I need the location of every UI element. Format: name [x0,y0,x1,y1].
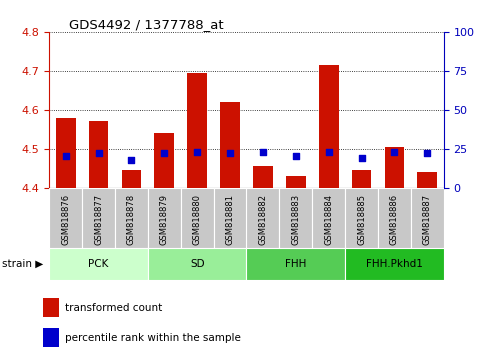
Text: percentile rank within the sample: percentile rank within the sample [66,333,242,343]
Bar [89,121,108,188]
Bar [418,172,437,188]
Bar [154,133,174,188]
Bar [49,188,82,248]
Text: FHH.Pkhd1: FHH.Pkhd1 [366,259,423,269]
Text: GSM818878: GSM818878 [127,194,136,245]
Text: GSM818880: GSM818880 [193,194,202,245]
Bar [43,329,59,347]
Text: GSM818887: GSM818887 [423,194,432,245]
Bar [345,188,378,248]
Text: GDS4492 / 1377788_at: GDS4492 / 1377788_at [69,18,224,31]
Bar [148,248,246,280]
Bar [378,188,411,248]
Bar [49,248,148,280]
Bar [280,188,312,248]
Bar [148,188,181,248]
Bar [345,248,444,280]
Bar [115,188,148,248]
Point [325,149,333,155]
Text: GSM818883: GSM818883 [291,194,300,245]
Point [259,149,267,155]
Text: GSM818885: GSM818885 [357,194,366,245]
Point [62,154,70,159]
Bar [181,188,213,248]
Text: GSM818876: GSM818876 [61,194,70,245]
Text: GSM818886: GSM818886 [390,194,399,245]
Text: GSM818882: GSM818882 [258,194,267,245]
Point [193,149,201,155]
Point [357,155,365,161]
Bar [319,65,339,188]
Bar [82,188,115,248]
Bar [385,147,404,188]
Bar [122,170,141,188]
Bar [220,102,240,188]
Bar [253,166,273,188]
Point [160,150,168,156]
Bar [352,170,371,188]
Bar [187,73,207,188]
Text: GSM818884: GSM818884 [324,194,333,245]
Text: strain ▶: strain ▶ [2,259,44,269]
Bar [56,118,75,188]
Text: SD: SD [190,259,205,269]
Point [128,157,136,162]
Bar [246,188,280,248]
Bar [312,188,345,248]
Point [292,154,300,159]
Point [390,149,398,155]
Bar [43,298,59,317]
Bar [213,188,246,248]
Bar [286,176,306,188]
Text: PCK: PCK [88,259,109,269]
Text: GSM818879: GSM818879 [160,194,169,245]
Point [95,150,103,156]
Text: GSM818881: GSM818881 [226,194,235,245]
Bar [411,188,444,248]
Bar [246,248,345,280]
Point [226,150,234,156]
Point [423,150,431,156]
Text: FHH: FHH [285,259,307,269]
Text: transformed count: transformed count [66,303,163,313]
Text: GSM818877: GSM818877 [94,194,103,245]
